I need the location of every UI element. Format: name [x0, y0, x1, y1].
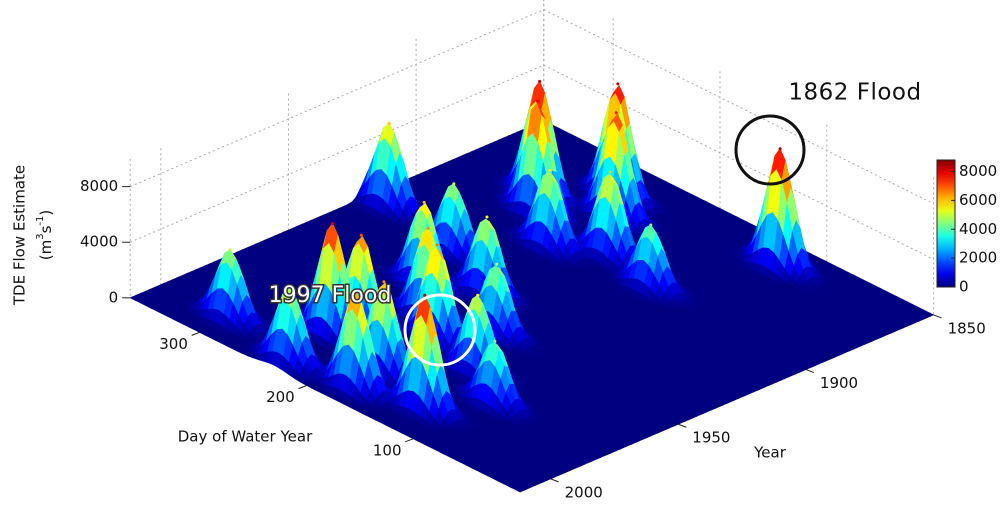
surface	[129, 80, 935, 493]
grid-line	[129, 64, 934, 260]
grid-frame	[129, 120, 935, 316]
